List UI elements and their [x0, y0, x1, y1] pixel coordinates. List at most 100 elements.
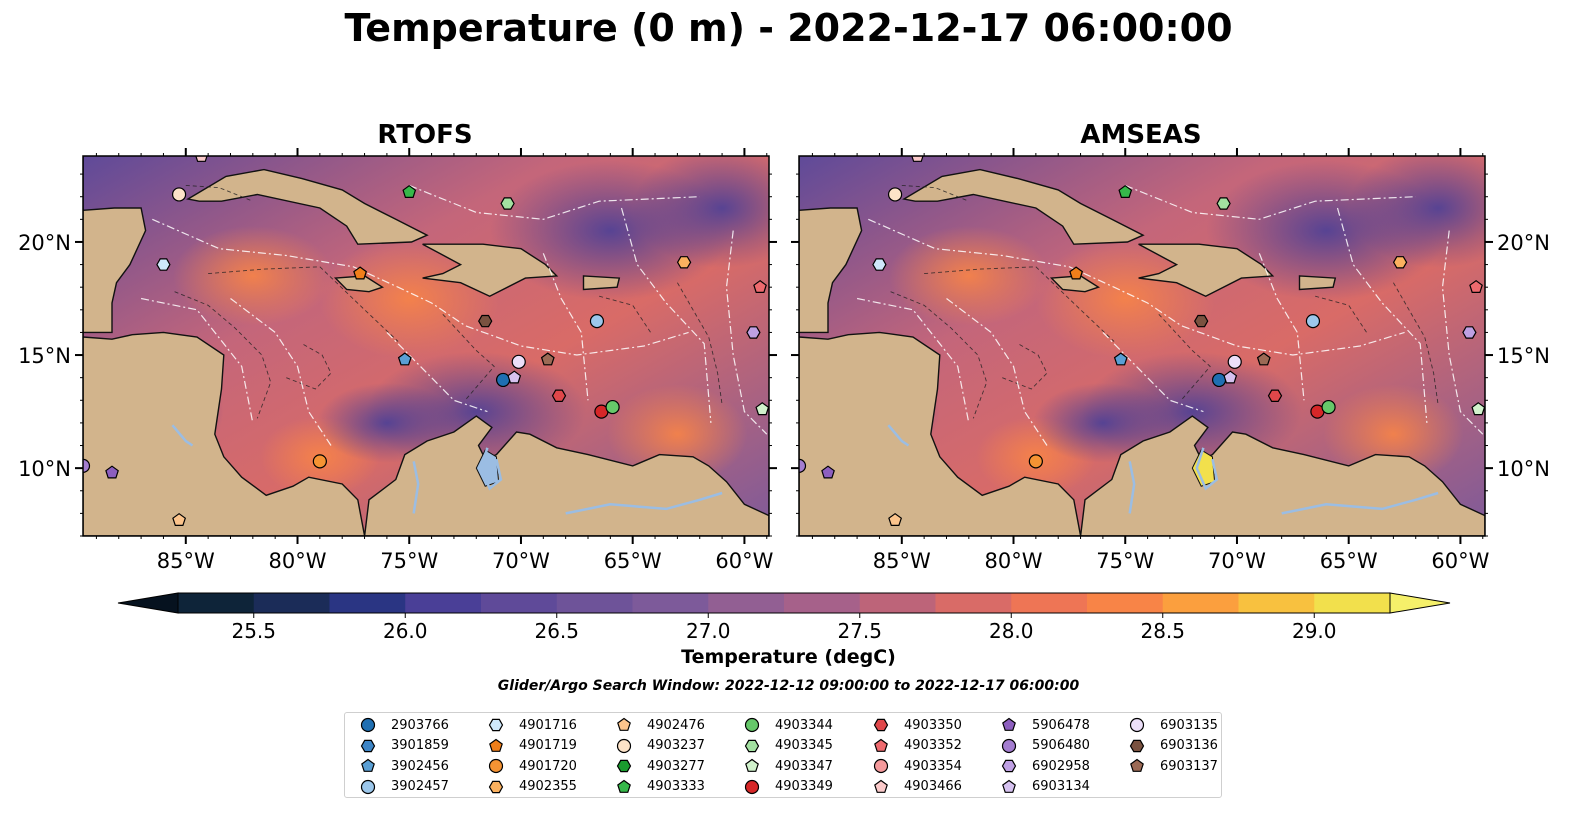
- land-mass: [799, 156, 1082, 536]
- colorbar-segment: [784, 593, 861, 613]
- lon-tick-label: 65°W: [1320, 549, 1378, 573]
- legend-marker-4903237: [616, 738, 632, 753]
- platform-marker-6902958: [1462, 326, 1477, 339]
- platform-marker-5906480: [83, 458, 91, 473]
- legend-marker-icon: [1129, 739, 1145, 752]
- legend-label: 6903134: [1032, 779, 1090, 794]
- legend-marker-icon: [1130, 758, 1144, 772]
- legend-marker-4903277: [616, 759, 632, 773]
- legend-marker-icon: [360, 779, 376, 794]
- platform-marker-4902355: [1392, 256, 1408, 269]
- legend-label: 4901719: [519, 738, 577, 753]
- legend-entry-4903349: 4903349: [743, 777, 833, 797]
- map-title-amseas: AMSEAS: [1080, 120, 1202, 150]
- legend-entry-5906480: 5906480: [1000, 736, 1090, 756]
- legend-marker-icon: [874, 779, 888, 793]
- legend-marker-3902457: [360, 779, 376, 794]
- legend-marker-4903345: [744, 739, 760, 752]
- legend-entry-4902355: 4902355: [487, 777, 577, 797]
- legend-label: 4903347: [775, 758, 833, 774]
- legend-label: 3902456: [391, 758, 449, 774]
- legend-entry-3901859: 3901859: [359, 736, 449, 756]
- legend-marker-4901719: [489, 738, 503, 752]
- legend-marker-icon: [488, 758, 504, 774]
- legend-entry-4903333: 4903333: [615, 777, 705, 797]
- lon-tick-label: 70°W: [1208, 549, 1266, 573]
- platform-marker-4903347: [1471, 402, 1485, 416]
- platform-marker-4903344: [1321, 399, 1336, 415]
- legend-marker-6903134: [1002, 779, 1016, 793]
- lon-tick-label: 80°W: [985, 549, 1043, 573]
- legend-label: 2903766: [391, 717, 449, 733]
- lon-tick-label: 75°W: [1096, 549, 1154, 573]
- platform-marker-4901716: [872, 258, 887, 271]
- legend-entry-6902958: 6902958: [1000, 756, 1090, 776]
- legend-label: 4903466: [904, 779, 962, 794]
- legend-marker-4903347: [745, 758, 759, 772]
- legend-label: 4903333: [647, 779, 705, 794]
- legend-entry-4903466: 4903466: [872, 777, 962, 797]
- legend-entry-4901716: 4901716: [487, 715, 577, 735]
- platform-marker-4903352: [1469, 279, 1483, 293]
- colorbar-tick-label: 29.0: [1292, 619, 1337, 643]
- figure-title: Temperature (0 m) - 2022-12-17 06:00:00: [344, 6, 1233, 50]
- legend-marker-icon: [1002, 779, 1016, 793]
- legend-entry-3902457: 3902457: [359, 777, 449, 797]
- lon-tick-label: 70°W: [492, 549, 550, 573]
- legend-entry-4903354: 4903354: [872, 756, 962, 776]
- platform-marker-4901720: [312, 454, 327, 469]
- platform-marker-4903333: [402, 184, 417, 198]
- legend-label: 3901859: [391, 738, 449, 753]
- land-mass: [799, 207, 863, 334]
- legend-marker-4903350: [873, 718, 889, 732]
- legend-marker-icon: [744, 717, 760, 733]
- colorbar-segment: [405, 593, 482, 613]
- legend-marker-4903466: [874, 779, 888, 793]
- legend-marker-icon: [617, 717, 631, 731]
- lat-tick-label: 15°N: [18, 344, 71, 368]
- lon-tick-label: 65°W: [604, 549, 662, 573]
- colorbar-segment: [481, 593, 558, 613]
- legend-label: 4903237: [647, 738, 705, 753]
- colorbar-segment: [253, 593, 330, 613]
- legend-marker-icon: [488, 718, 504, 732]
- platform-marker-4903344: [605, 399, 620, 415]
- land-mass: [1298, 275, 1337, 291]
- legend-marker-3902456: [361, 758, 375, 772]
- lake-maracaibo: [475, 449, 500, 487]
- colorbar-tick-label: 27.5: [837, 619, 882, 643]
- platform-marker-4902476: [888, 512, 903, 527]
- platform-marker-3902457: [1305, 314, 1321, 329]
- lat-tick-label: 10°N: [1497, 457, 1550, 481]
- colorbar-segment: [1162, 593, 1239, 613]
- platform-marker-4903345: [1216, 197, 1231, 210]
- legend-label: 4901720: [519, 758, 577, 774]
- land-mass: [582, 275, 621, 291]
- platform-marker-4903350: [551, 389, 567, 402]
- legend-marker-icon: [873, 758, 889, 774]
- colorbar-segment: [1238, 593, 1315, 613]
- lat-tick-label: 20°N: [18, 231, 71, 255]
- land-mass: [83, 156, 366, 536]
- legend-marker-icon: [489, 738, 503, 752]
- platform-marker-4901720: [1028, 454, 1043, 469]
- legend-label: 4903350: [904, 717, 962, 733]
- legend-marker-4903349: [744, 779, 760, 794]
- platform-marker-4901719: [353, 266, 368, 280]
- legend-entry-4903350: 4903350: [872, 715, 962, 735]
- platform-marker-4901716: [156, 258, 171, 271]
- platform-marker-4903333: [1118, 184, 1133, 198]
- legend-entry-4902476: 4902476: [615, 715, 705, 735]
- colorbar-segment: [556, 593, 633, 613]
- colorbar-tick-label: 26.5: [534, 619, 579, 643]
- legend-marker-icon: [616, 759, 632, 773]
- lon-tick-label: 85°W: [157, 549, 215, 573]
- platform-marker-4903352: [753, 279, 767, 293]
- legend-label: 6903136: [1160, 738, 1218, 753]
- legend-marker-2903766: [360, 717, 376, 733]
- search-window-text: Glider/Argo Search Window: 2022-12-12 09…: [497, 678, 1080, 694]
- legend-marker-6903135: [1129, 717, 1145, 733]
- colorbar-segment: [1314, 593, 1391, 613]
- platform-marker-4903237: [887, 187, 903, 202]
- lake-maracaibo: [1191, 449, 1216, 487]
